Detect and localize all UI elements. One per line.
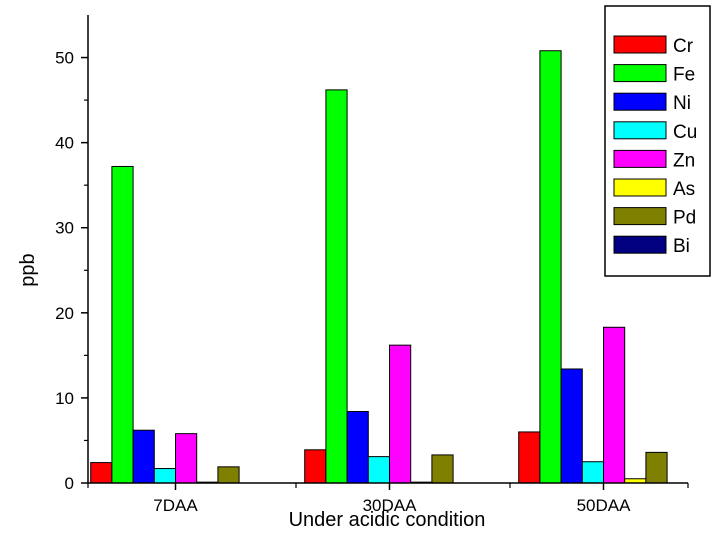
bar-cu-50daa [581, 461, 604, 484]
x-tick-label: 7DAA [153, 496, 198, 515]
bar-fe-7daa [111, 165, 134, 484]
bar-zn-50daa [603, 326, 626, 484]
legend-label-as: As [673, 179, 695, 200]
legend-label-ni: Ni [673, 93, 691, 114]
legend-label-cu: Cu [673, 122, 697, 143]
legend-swatch-cr [613, 35, 667, 54]
bar-ni-7daa [132, 429, 155, 484]
y-tick-label: 40 [55, 134, 74, 153]
legend-label-cr: Cr [673, 36, 694, 57]
legend-label-bi: Bi [673, 236, 690, 257]
bars-layer [90, 50, 668, 484]
bar-ni-30daa [346, 411, 369, 484]
bar-cu-7daa [153, 468, 177, 484]
y-axis-label: ppb [17, 253, 39, 286]
x-tick-label: 50DAA [577, 496, 632, 515]
legend-swatch-ni [613, 92, 667, 111]
axes-layer [87, 15, 688, 484]
bar-cr-30daa [304, 449, 327, 484]
legend-swatch-as [613, 178, 667, 197]
y-tick-label: 10 [55, 389, 74, 408]
y-tick-label: 50 [55, 49, 74, 68]
bar-cr-50daa [518, 431, 541, 484]
legend-swatch-bi [613, 235, 667, 254]
legend-label-fe: Fe [673, 65, 695, 86]
bar-fe-50daa [539, 50, 562, 484]
y-tick-label: 20 [55, 304, 74, 323]
x-tick-label: 30DAA [363, 496, 418, 515]
legend-label-zn: Zn [673, 150, 695, 171]
y-tick-label: 30 [55, 219, 74, 238]
bar-ni-50daa [560, 368, 583, 484]
y-tick-label: 0 [65, 474, 74, 493]
legend-swatch-fe [613, 64, 667, 83]
bar-pd-50daa [645, 451, 668, 484]
bar-pd-30daa [431, 454, 454, 484]
bar-cu-30daa [367, 456, 390, 484]
legend-swatch-pd [613, 207, 667, 226]
legend-swatch-zn [613, 149, 667, 168]
bar-zn-30daa [389, 344, 412, 484]
bar-cr-7daa [90, 462, 113, 484]
legend: Cr Fe Ni Cu Zn As Pd Bi [604, 5, 711, 277]
bar-zn-7daa [175, 433, 198, 484]
bar-pd-7daa [217, 466, 240, 484]
legend-swatch-cu [613, 121, 667, 140]
x-axis-label: Under acidic condition [289, 509, 486, 531]
legend-label-pd: Pd [673, 208, 696, 229]
bar-fe-30daa [325, 89, 348, 484]
ticks-layer: 0 10 20 30 40 50 7DAA 30DAA 50DAA [55, 49, 689, 515]
